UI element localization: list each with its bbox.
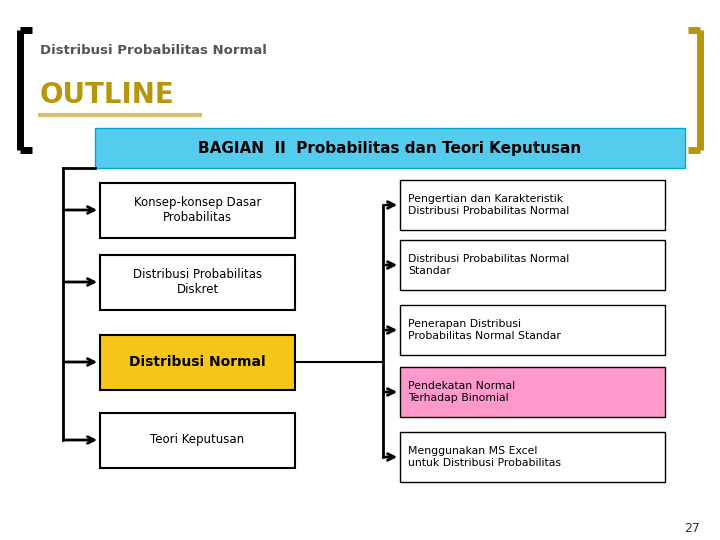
Bar xyxy=(400,367,665,417)
Bar xyxy=(400,180,665,230)
Text: Penerapan Distribusi
Probabilitas Normal Standar: Penerapan Distribusi Probabilitas Normal… xyxy=(408,319,561,341)
Text: Distribusi Normal: Distribusi Normal xyxy=(129,355,266,369)
Bar xyxy=(95,128,685,168)
Text: 27: 27 xyxy=(684,522,700,535)
Text: OUTLINE: OUTLINE xyxy=(40,81,175,109)
Bar xyxy=(100,413,295,468)
Text: BAGIAN  II  Probabilitas dan Teori Keputusan: BAGIAN II Probabilitas dan Teori Keputus… xyxy=(199,140,582,156)
Bar xyxy=(400,432,665,482)
Text: Distribusi Probabilitas
Diskret: Distribusi Probabilitas Diskret xyxy=(133,268,262,296)
Text: Distribusi Probabilitas Normal
Standar: Distribusi Probabilitas Normal Standar xyxy=(408,254,570,276)
Bar xyxy=(400,305,665,355)
Text: Konsep-konsep Dasar
Probabilitas: Konsep-konsep Dasar Probabilitas xyxy=(134,196,261,224)
Bar xyxy=(100,334,295,389)
Text: Distribusi Probabilitas Normal: Distribusi Probabilitas Normal xyxy=(40,44,267,57)
Bar xyxy=(100,254,295,309)
Text: Teori Keputusan: Teori Keputusan xyxy=(150,434,245,447)
Text: Pendekatan Normal
Terhadap Binomial: Pendekatan Normal Terhadap Binomial xyxy=(408,381,515,403)
Bar xyxy=(100,183,295,238)
Bar xyxy=(400,240,665,290)
Text: Pengertian dan Karakteristik
Distribusi Probabilitas Normal: Pengertian dan Karakteristik Distribusi … xyxy=(408,194,570,216)
Text: Menggunakan MS Excel
untuk Distribusi Probabilitas: Menggunakan MS Excel untuk Distribusi Pr… xyxy=(408,446,561,468)
